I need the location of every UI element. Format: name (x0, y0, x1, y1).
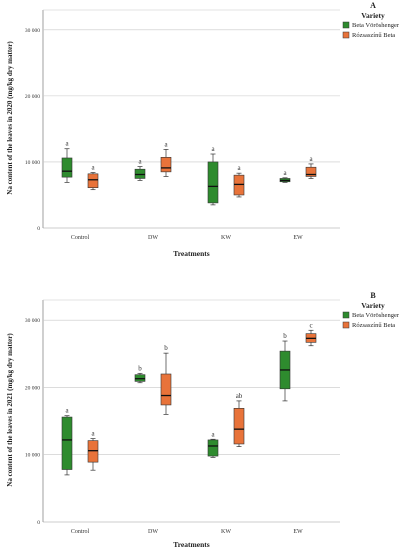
x-tick-label: DW (148, 529, 158, 535)
box-iqr (87, 440, 99, 463)
significance-label: a (211, 145, 215, 153)
legend-swatch (342, 31, 350, 39)
significance-label: b (164, 344, 168, 352)
significance-label: c (309, 321, 312, 329)
box-iqr (61, 157, 73, 178)
box-iqr (61, 416, 73, 470)
significance-label: a (91, 164, 95, 172)
x-tick-label: EW (293, 235, 303, 241)
box-iqr (134, 374, 146, 382)
x-axis-label: Treatments (173, 249, 209, 258)
x-tick-label: Control (71, 529, 90, 535)
legend-entry: Rózsaszínű Beta (352, 322, 395, 329)
legend-title: Variety (361, 301, 385, 310)
x-tick-label: EW (293, 529, 303, 535)
box-iqr (233, 408, 245, 445)
y-tick-label: 30 000 (25, 28, 40, 34)
y-tick-label: 30 000 (25, 318, 40, 324)
y-tick-label: 20 000 (25, 94, 40, 100)
significance-label: a (91, 430, 95, 438)
box-iqr (134, 168, 146, 179)
box-iqr (233, 174, 245, 196)
significance-label: a (164, 140, 168, 148)
y-tick-label: 10 000 (25, 160, 40, 166)
y-tick-label: 0 (37, 520, 40, 526)
box-iqr (160, 373, 172, 406)
significance-label: a (211, 430, 215, 438)
box-iqr (305, 166, 317, 177)
y-axis-label: Na content of the leaves in 2020 (mg/kg … (6, 41, 14, 195)
x-tick-label: Control (71, 235, 90, 241)
legend-entry: Beta Vöröshenger (352, 312, 400, 319)
x-tick-label: DW (148, 235, 158, 241)
x-tick-label: KW (221, 235, 231, 241)
significance-label: a (309, 155, 313, 163)
significance-label: a (237, 164, 241, 172)
panel-letter: A (370, 1, 376, 10)
box-iqr (87, 173, 99, 189)
y-axis-label: Na content of the leaves in 2021 (mg/kg … (6, 333, 14, 487)
box-iqr (207, 161, 219, 204)
legend-title: Variety (361, 11, 385, 20)
legend-entry: Beta Vöröshenger (352, 22, 400, 29)
y-tick-label: 0 (37, 226, 40, 232)
significance-label: a (138, 158, 142, 166)
legend-swatch (342, 311, 350, 319)
box-iqr (207, 439, 219, 457)
x-tick-label: KW (221, 529, 231, 535)
significance-label: b (138, 364, 142, 372)
significance-label: a (283, 169, 287, 177)
x-axis-label: Treatments (173, 540, 209, 549)
y-tick-label: 10 000 (25, 453, 40, 459)
significance-label: b (283, 332, 287, 340)
y-tick-label: 20 000 (25, 385, 40, 391)
legend-entry: Rózsaszínű Beta (352, 32, 395, 39)
legend-swatch (342, 321, 350, 329)
box-iqr (160, 157, 172, 173)
legend-swatch (342, 21, 350, 29)
significance-label: a (65, 407, 69, 415)
panel-letter: B (370, 291, 376, 300)
significance-label: ab (236, 392, 243, 400)
significance-label: a (65, 140, 69, 148)
